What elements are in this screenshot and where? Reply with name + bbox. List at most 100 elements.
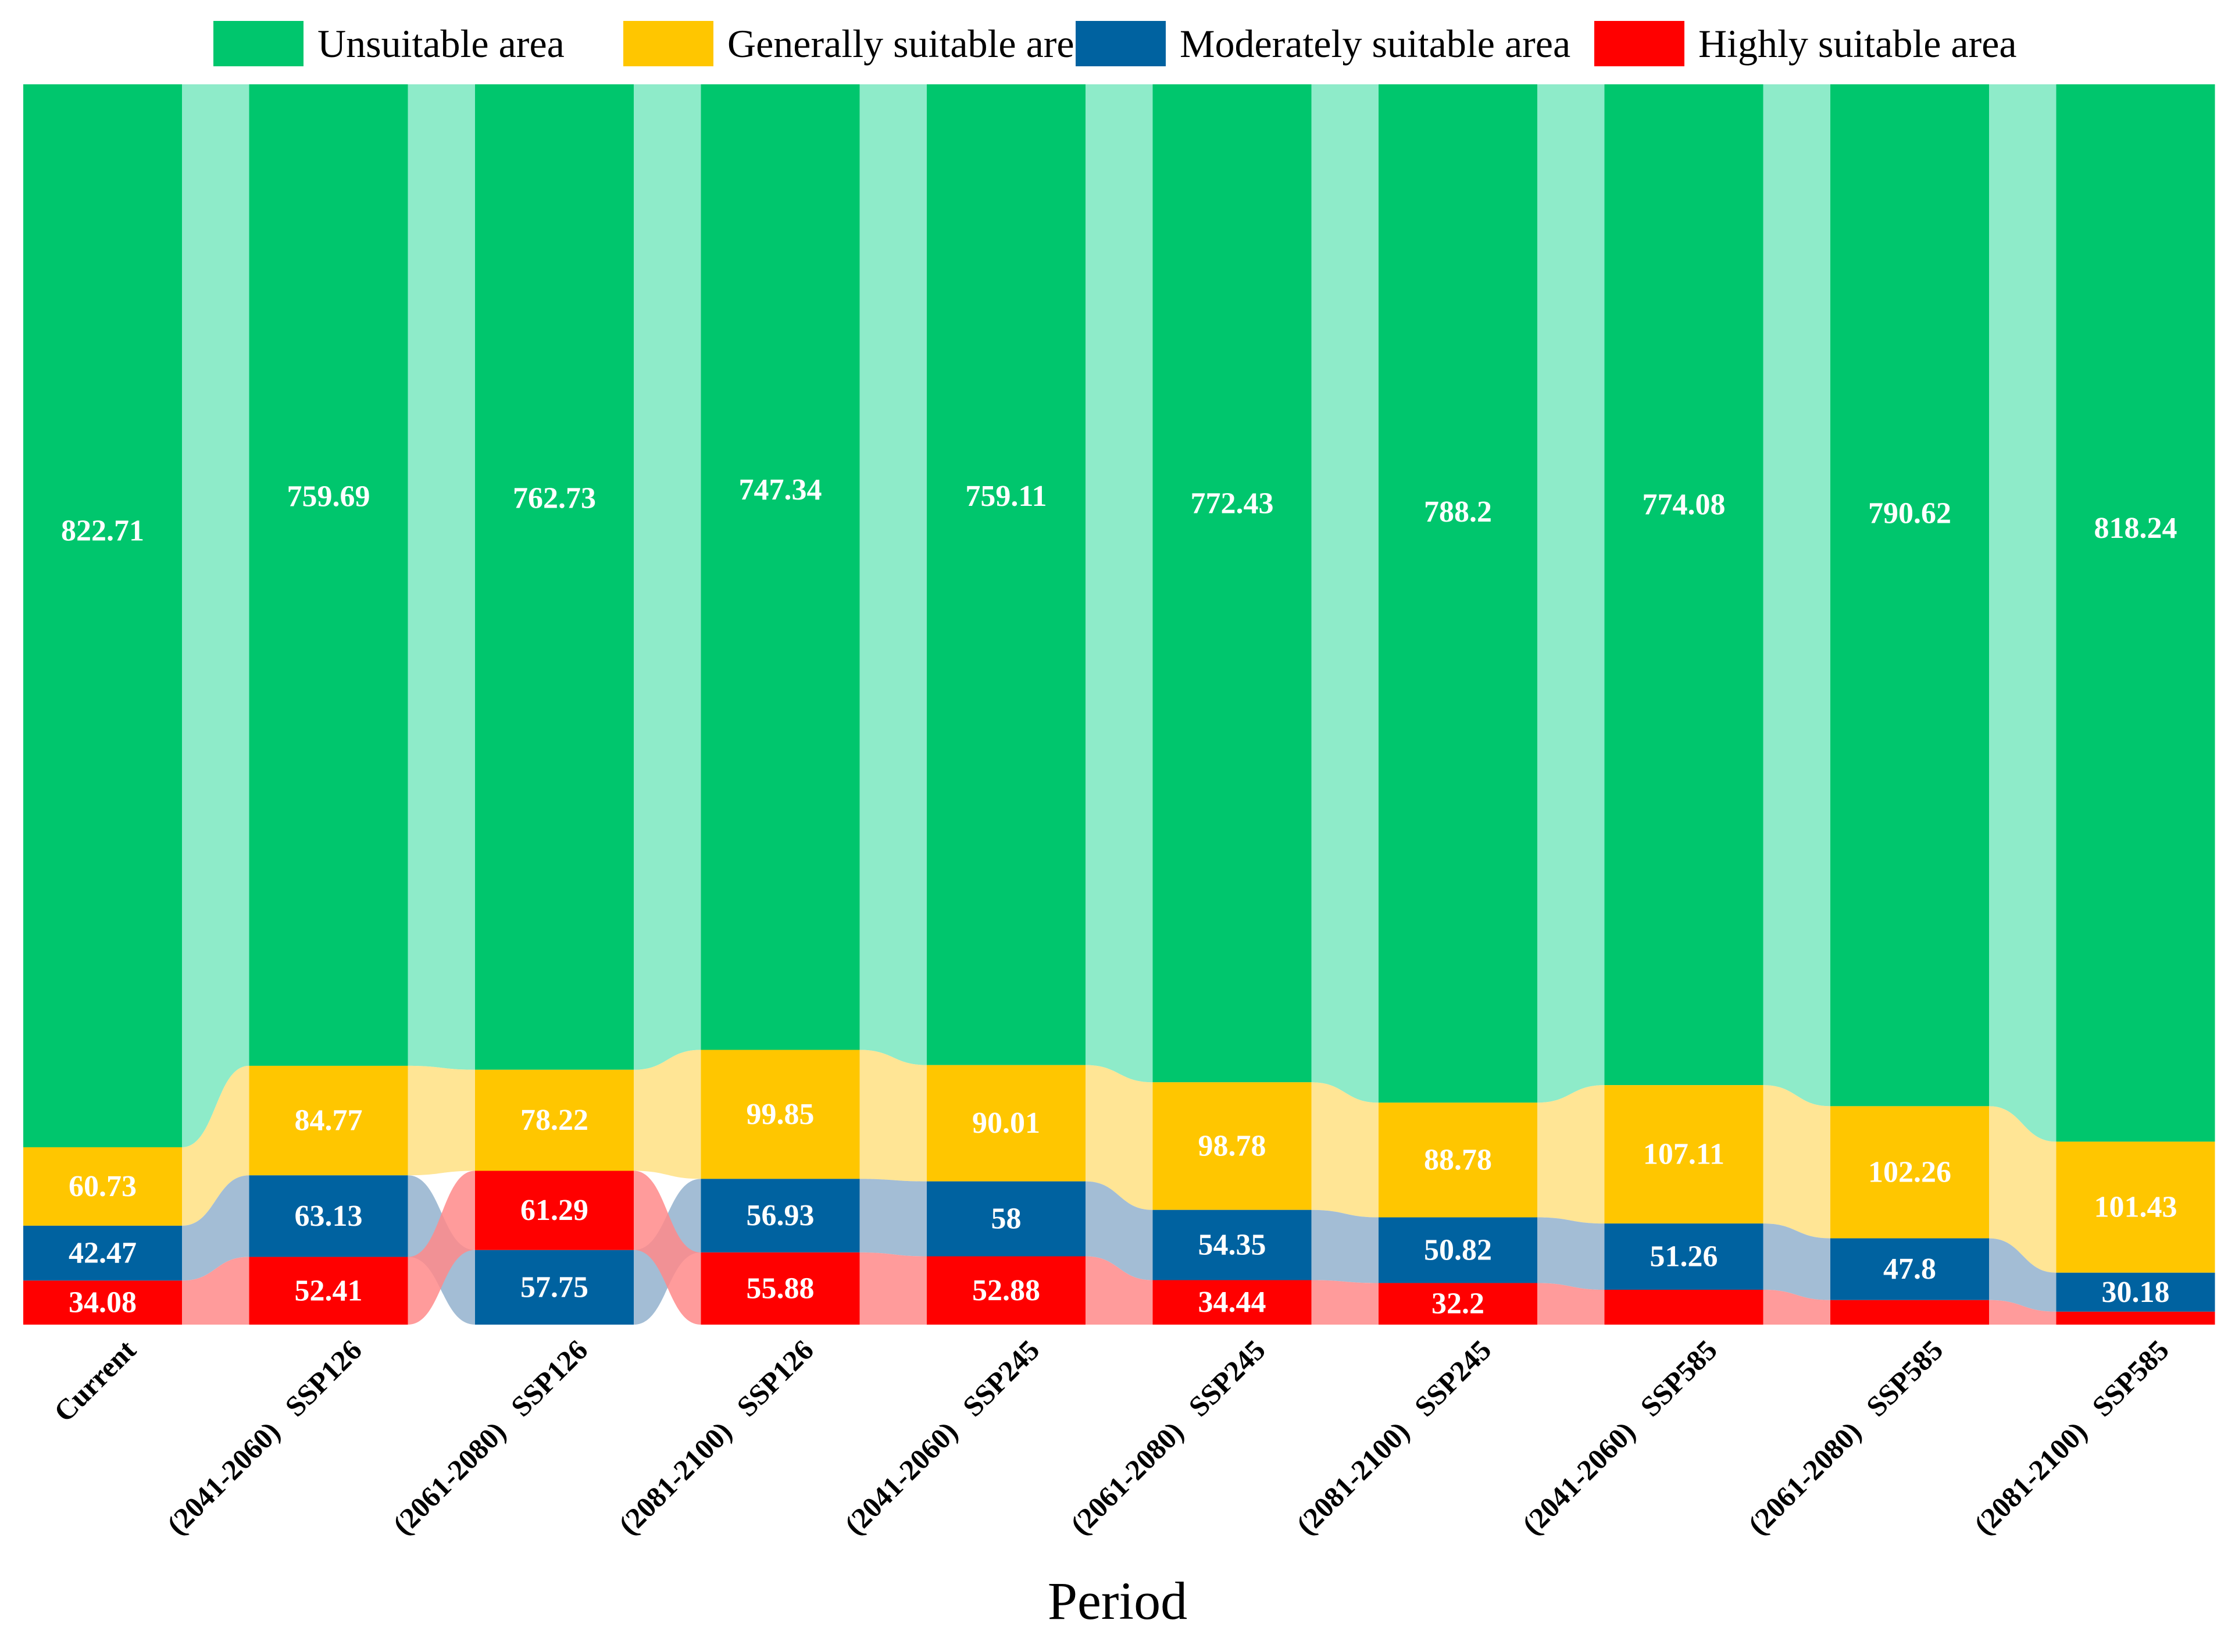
link-highly-suitable-area-7 — [1763, 1290, 1830, 1325]
data-label-moderately-suitable-area-9: 30.18 — [2102, 1276, 2170, 1309]
data-label-highly-suitable-area-2: 61.29 — [520, 1194, 588, 1227]
data-label-generally-suitable-area-7: 107.11 — [1643, 1138, 1725, 1171]
bar-moderately-suitable-area-2 — [475, 1250, 634, 1325]
link-highly-suitable-area-8 — [1989, 1300, 2057, 1325]
link-unsuitable-area-4 — [1086, 84, 1153, 1083]
data-label-unsuitable-area-8: 790.62 — [1868, 497, 1951, 530]
link-unsuitable-area-1 — [408, 84, 475, 1070]
link-highly-suitable-area-3 — [859, 1252, 927, 1325]
x-tick-label-9: (2081-2100) SSP585 — [1968, 1333, 2175, 1541]
bar-generally-suitable-area-6 — [1379, 1102, 1537, 1218]
bar-unsuitable-area-0 — [23, 84, 182, 1147]
legend-label-highly: Highly suitable area — [1698, 21, 2017, 66]
data-label-highly-suitable-area-6: 32.2 — [1431, 1287, 1484, 1321]
data-label-unsuitable-area-5: 772.43 — [1191, 487, 1274, 520]
link-generally-suitable-area-0 — [182, 1065, 249, 1226]
data-label-moderately-suitable-area-1: 63.13 — [295, 1200, 363, 1233]
link-moderately-suitable-area-7 — [1763, 1223, 1830, 1300]
link-unsuitable-area-5 — [1311, 84, 1379, 1103]
data-label-unsuitable-area-1: 759.69 — [287, 480, 370, 513]
x-tick-labels: Current (2041-2060) SSP126 (2061-2080) SSP… — [48, 1333, 2175, 1541]
link-unsuitable-area-7 — [1763, 84, 1830, 1107]
link-generally-suitable-area-3 — [859, 1050, 927, 1182]
bar-moderately-suitable-area-4 — [927, 1181, 1086, 1257]
bar-moderately-suitable-area-8 — [1830, 1238, 1989, 1300]
data-label-unsuitable-area-0: 822.71 — [61, 514, 144, 547]
x-tick-label-1: (2041-2060) SSP126 — [160, 1333, 368, 1541]
link-generally-suitable-area-1 — [408, 1065, 475, 1176]
link-unsuitable-area-6 — [1537, 84, 1605, 1103]
link-highly-suitable-area-4 — [1086, 1256, 1153, 1325]
link-moderately-suitable-area-0 — [182, 1175, 249, 1281]
bar-moderately-suitable-area-3 — [701, 1179, 860, 1253]
legend-swatch-highly — [1594, 21, 1684, 66]
legend-label-moderately: Moderately suitable area — [1180, 21, 1571, 66]
bar-generally-suitable-area-3 — [701, 1050, 860, 1179]
bar-moderately-suitable-area-1 — [249, 1175, 408, 1257]
legend-item-unsuitable: Unsuitable area — [213, 15, 565, 73]
bar-moderately-suitable-area-9 — [2056, 1272, 2215, 1312]
bar-moderately-suitable-area-7 — [1604, 1223, 1763, 1290]
legend-label-generally: Generally suitable area — [727, 21, 1092, 66]
bar-unsuitable-area-8 — [1830, 84, 1989, 1107]
link-highly-suitable-area-2 — [634, 1171, 701, 1325]
link-generally-suitable-area-7 — [1763, 1085, 1830, 1239]
bar-highly-suitable-area-1 — [249, 1257, 408, 1325]
link-highly-suitable-area-6 — [1537, 1283, 1605, 1325]
data-label-generally-suitable-area-1: 84.77 — [295, 1104, 363, 1137]
link-unsuitable-area-8 — [1989, 84, 2057, 1142]
legend-item-highly: Highly suitable area — [1594, 15, 2017, 73]
x-tick-label-5: (2061-2080) SSP245 — [1064, 1333, 1272, 1541]
bars — [23, 84, 2215, 1325]
bar-unsuitable-area-7 — [1604, 84, 1763, 1086]
x-tick-label-2: (2061-2080) SSP126 — [386, 1333, 594, 1541]
bar-highly-suitable-area-0 — [23, 1280, 182, 1325]
x-tick-label-4: (2041-2060) SSP245 — [838, 1333, 1045, 1541]
x-tick-label-7: (2041-2060) SSP585 — [1516, 1333, 1723, 1541]
link-generally-suitable-area-6 — [1537, 1085, 1605, 1224]
data-label-generally-suitable-area-0: 60.73 — [69, 1170, 137, 1203]
x-tick-label-3: (2081-2100) SSP126 — [612, 1333, 820, 1541]
x-axis-title: Period — [1047, 1571, 1188, 1630]
data-label-highly-suitable-area-0: 34.08 — [69, 1286, 137, 1319]
data-label-moderately-suitable-area-7: 51.26 — [1650, 1240, 1718, 1273]
link-generally-suitable-area-8 — [1989, 1106, 2057, 1273]
link-unsuitable-area-0 — [182, 84, 249, 1147]
bar-highly-suitable-area-5 — [1152, 1280, 1312, 1325]
link-moderately-suitable-area-8 — [1989, 1238, 2057, 1312]
data-label-moderately-suitable-area-3: 56.93 — [747, 1199, 815, 1232]
bar-highly-suitable-area-9 — [2056, 1311, 2215, 1325]
data-label-moderately-suitable-area-6: 50.82 — [1424, 1233, 1492, 1266]
bar-generally-suitable-area-4 — [927, 1065, 1086, 1182]
link-moderately-suitable-area-3 — [859, 1179, 927, 1257]
link-unsuitable-area-3 — [859, 84, 927, 1065]
data-label-highly-suitable-area-3: 55.88 — [747, 1272, 815, 1305]
data-label-unsuitable-area-3: 747.34 — [739, 473, 822, 506]
bar-generally-suitable-area-1 — [249, 1065, 408, 1176]
data-label-unsuitable-area-4: 759.11 — [965, 480, 1047, 513]
bar-unsuitable-area-1 — [249, 84, 408, 1066]
bar-generally-suitable-area-2 — [475, 1069, 634, 1171]
bar-moderately-suitable-area-5 — [1152, 1209, 1312, 1280]
data-label-unsuitable-area-2: 762.73 — [513, 481, 596, 515]
data-label-generally-suitable-area-4: 90.01 — [972, 1107, 1040, 1140]
bar-highly-suitable-area-7 — [1604, 1290, 1763, 1325]
bar-unsuitable-area-6 — [1379, 84, 1537, 1103]
bar-highly-suitable-area-3 — [701, 1252, 860, 1325]
x-tick-label-6: (2081-2100) SSP245 — [1290, 1333, 1497, 1541]
data-label-generally-suitable-area-6: 88.78 — [1424, 1143, 1492, 1176]
data-label-moderately-suitable-area-0: 42.47 — [69, 1237, 137, 1270]
data-label-generally-suitable-area-5: 98.78 — [1198, 1129, 1266, 1162]
data-label-generally-suitable-area-9: 101.43 — [2094, 1191, 2177, 1224]
bar-highly-suitable-area-6 — [1379, 1283, 1537, 1325]
legend-swatch-generally — [623, 21, 713, 66]
bar-moderately-suitable-area-6 — [1379, 1217, 1537, 1283]
x-tick-label-8: (2061-2080) SSP585 — [1741, 1333, 1949, 1541]
x-tick-label-0: Current — [48, 1333, 142, 1428]
data-label-moderately-suitable-area-4: 58 — [991, 1203, 1022, 1236]
link-highly-suitable-area-1 — [408, 1171, 475, 1325]
legend-item-moderately: Moderately suitable area — [1076, 15, 1570, 73]
link-unsuitable-area-2 — [634, 84, 701, 1070]
link-moderately-suitable-area-6 — [1537, 1217, 1605, 1290]
